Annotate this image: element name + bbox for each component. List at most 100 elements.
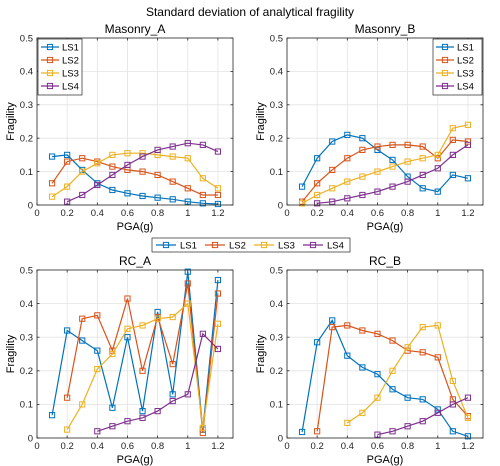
data-point	[434, 188, 441, 195]
data-point	[359, 364, 366, 371]
shared-legend-box	[151, 237, 351, 253]
data-point	[124, 418, 131, 425]
data-point	[404, 394, 411, 401]
data-point	[404, 344, 411, 351]
x-tick-label: 1	[185, 441, 190, 452]
series-LS3	[344, 322, 472, 426]
data-point	[139, 367, 146, 374]
data-point	[314, 191, 321, 199]
data-point	[199, 330, 206, 337]
data-point	[449, 428, 456, 435]
data-point	[344, 322, 351, 329]
data-point	[139, 322, 146, 329]
data-point	[449, 136, 456, 143]
data-point	[434, 165, 441, 172]
data-point	[449, 401, 456, 408]
data-point	[344, 131, 351, 138]
data-point	[344, 155, 351, 162]
series-LS4	[64, 140, 222, 205]
x-tick-label: 1.2	[461, 441, 474, 452]
data-point	[314, 200, 321, 207]
data-point	[199, 200, 206, 207]
data-point	[329, 185, 336, 192]
series-LS4	[314, 141, 472, 207]
series-LS3	[298, 121, 472, 207]
panel-title: RC_A	[119, 254, 151, 268]
plot-area	[287, 270, 483, 438]
series-line	[66, 302, 219, 430]
data-point	[94, 428, 101, 435]
x-tick-label: 0.8	[151, 441, 164, 452]
data-point	[419, 171, 426, 179]
data-point	[169, 360, 176, 368]
data-point	[94, 347, 101, 354]
y-tick-label: 0.2	[270, 134, 283, 145]
x-tick-label: 0.4	[341, 441, 354, 452]
data-point	[124, 334, 131, 341]
data-point	[154, 194, 161, 201]
data-point	[64, 327, 71, 334]
shared-legend-entry: LS3	[278, 240, 295, 251]
panel-title: RC_B	[369, 254, 401, 268]
shared-legend-marker	[260, 241, 268, 249]
legend-marker	[441, 43, 449, 51]
legend-marker	[441, 56, 449, 64]
y-tick-label: 0	[28, 200, 33, 211]
data-point	[464, 138, 472, 145]
data-point	[434, 406, 441, 413]
y-tick-label: 0	[28, 433, 33, 444]
data-point	[419, 185, 426, 192]
shared-legend-marker	[162, 241, 170, 249]
data-point	[154, 315, 161, 322]
data-point	[169, 313, 176, 321]
y-tick-label: 0.5	[270, 265, 283, 276]
x-axis-label: PGA(g)	[117, 221, 154, 233]
x-tick-label: 0.4	[341, 208, 354, 219]
legend-marker	[46, 56, 54, 64]
x-tick-label: 0.2	[311, 441, 324, 452]
data-point	[79, 191, 86, 199]
data-point	[404, 423, 411, 430]
panel-4: 0 0.2 0.4 0.6 0.8 1 1.2 0 0.1 0.2 0.3 0.4 0.5 RC_B PGA…	[255, 254, 484, 466]
series-line	[97, 332, 219, 432]
panel-2: 0 0.2 0.4 0.6 0.8 1 1.2 0 0.1 0.2 0.3 0.4 0.5 Masonry…	[255, 22, 484, 233]
data-point	[214, 276, 222, 284]
y-tick-label: 0.3	[20, 333, 33, 344]
data-point	[109, 404, 116, 411]
data-point	[64, 151, 71, 159]
data-point	[449, 125, 456, 132]
data-point	[154, 146, 161, 153]
y-tick-label: 0	[278, 433, 283, 444]
data-point	[389, 386, 396, 393]
legend-marker	[441, 69, 449, 77]
axes-box	[286, 37, 484, 206]
y-axis-label: Fragility	[255, 334, 267, 373]
data-point	[464, 175, 472, 182]
shared-legend: LS1 LS2 LS3 LS4	[151, 237, 351, 253]
legend-entry: LS3	[62, 68, 79, 79]
series-LS2	[48, 155, 222, 199]
x-tick-label: 0.4	[91, 441, 104, 452]
data-point	[359, 173, 366, 180]
data-point	[124, 150, 131, 157]
data-point	[214, 290, 222, 297]
data-point	[139, 153, 146, 160]
legend-entry: LS4	[62, 81, 79, 92]
data-point	[329, 166, 336, 174]
y-tick-label: 0.4	[270, 67, 283, 78]
data-point	[64, 158, 71, 165]
data-point	[124, 161, 131, 169]
data-point	[464, 141, 472, 148]
legend-marker	[441, 82, 449, 90]
data-point	[389, 156, 396, 164]
data-point	[449, 151, 456, 159]
x-tick-label: 0.2	[311, 208, 324, 219]
series-LS2	[64, 280, 222, 437]
data-point	[214, 320, 222, 327]
data-point	[64, 183, 71, 190]
data-point	[419, 396, 426, 403]
data-point	[389, 141, 396, 148]
data-point	[329, 324, 336, 331]
series-LS3	[64, 300, 222, 433]
series-line	[66, 283, 219, 434]
